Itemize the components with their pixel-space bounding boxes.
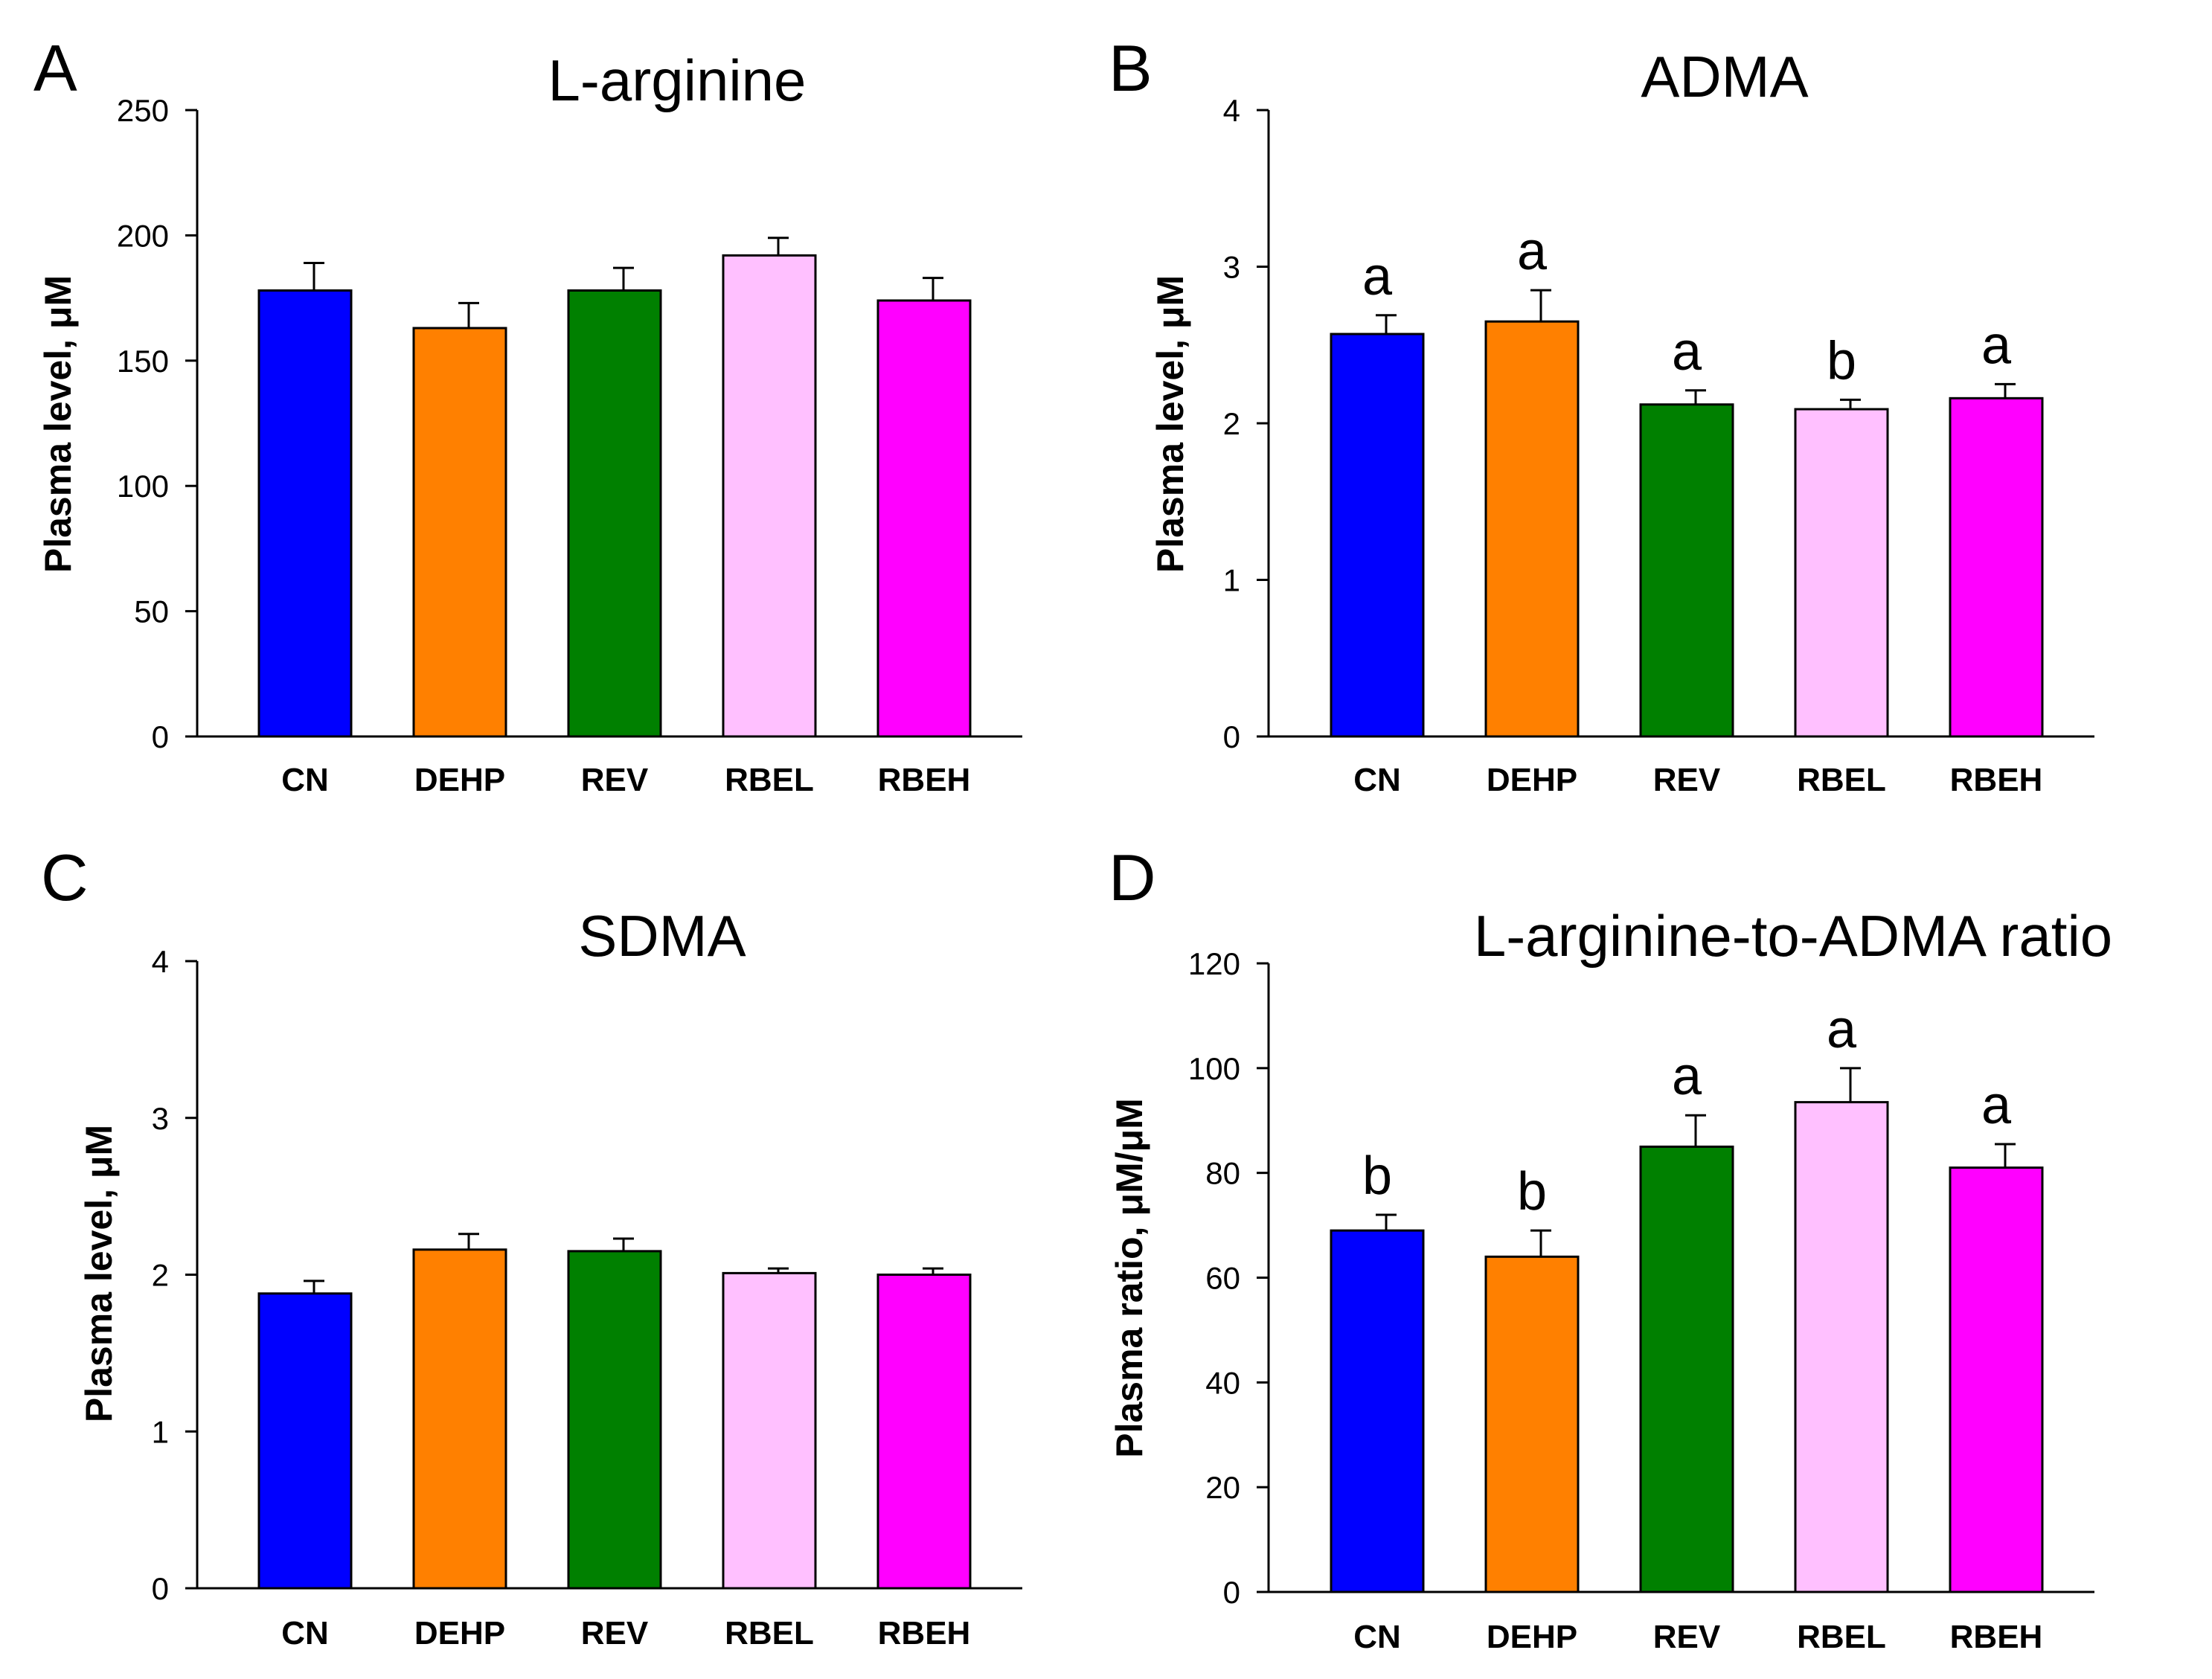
panel-a-ytick-label: 50 xyxy=(134,594,169,629)
panel-a-bar-rbeh xyxy=(876,299,972,738)
panel-c-ytick-label: 4 xyxy=(152,944,169,979)
panel-b-sig-label: a xyxy=(1517,222,1548,281)
panel-a-category-label: RBEH xyxy=(878,762,971,798)
panel-d-letter: D xyxy=(1109,841,1156,914)
panel-d-sig-label: a xyxy=(1981,1076,2012,1135)
panel-b-category-label: DEHP xyxy=(1487,762,1577,798)
panel-c-ytick-label: 1 xyxy=(152,1414,169,1449)
panel-b-bar-rbeh xyxy=(1949,397,2044,738)
panel-a-title: L-arginine xyxy=(548,48,807,113)
panel-d-title: L-arginine-to-ADMA ratio xyxy=(1474,903,2112,969)
panel-d-sig-label: a xyxy=(1827,1000,1857,1059)
panel-c-letter: C xyxy=(41,841,89,914)
panel-b: B ADMA Plasma level, μM 0 1 2 3 4 a CN a DEHP a REV b R… xyxy=(1109,31,2094,798)
panel-d-bar-rev xyxy=(1639,1145,1734,1593)
panel-c: C SDMA Plasma level, μM 0 1 2 3 4 CN DEHP REV RBEL R… xyxy=(41,841,1022,1651)
panel-b-bar-rev xyxy=(1639,403,1734,738)
panel-a-bar-dehp xyxy=(412,327,507,738)
panel-d-ytick-label: 40 xyxy=(1205,1365,1240,1400)
panel-c-ytick-label: 2 xyxy=(152,1258,169,1293)
panel-b-sig-label: a xyxy=(1672,322,1702,382)
panel-b-category-label: REV xyxy=(1653,762,1721,798)
panel-a-bar-cn xyxy=(257,289,353,738)
panel-c-bar-rev xyxy=(567,1250,662,1590)
panel-d-ytick-label: 60 xyxy=(1205,1261,1240,1296)
panel-a: A L-arginine Plasma level, μM 0 50 100 150 200 2… xyxy=(33,31,1022,798)
panel-a-ytick-label: 200 xyxy=(117,218,169,253)
panel-d-category-label: RBEH xyxy=(1950,1619,2043,1655)
panel-d-bar-dehp xyxy=(1484,1255,1580,1593)
panel-a-category-label: RBEL xyxy=(725,762,814,798)
panel-c-ylabel: Plasma level, μM xyxy=(78,1125,120,1422)
panel-b-category-label: RBEL xyxy=(1797,762,1886,798)
panel-c-category-label: CN xyxy=(281,1615,329,1651)
panel-b-sig-label: b xyxy=(1827,331,1856,391)
panel-b-ytick-label: 1 xyxy=(1223,563,1240,598)
panel-b-ylabel: Plasma level, μM xyxy=(1150,275,1191,573)
panel-c-bar-dehp xyxy=(412,1248,507,1590)
panel-d-ytick-label: 80 xyxy=(1205,1156,1240,1191)
panel-c-category-label: REV xyxy=(581,1615,649,1651)
panel-c-category-label: RBEH xyxy=(878,1615,971,1651)
panel-b-ytick-label: 2 xyxy=(1223,406,1240,441)
panel-d-sig-label: b xyxy=(1517,1162,1547,1221)
panel-d: D L-arginine-to-ADMA ratio Plasma ratio, μ… xyxy=(1109,841,2112,1655)
panel-a-letter: A xyxy=(33,31,77,105)
panel-c-category-label: DEHP xyxy=(414,1615,505,1651)
panel-d-ytick-label: 20 xyxy=(1205,1470,1240,1505)
panel-b-sig-label: a xyxy=(1362,247,1393,306)
panel-a-ytick-label: 100 xyxy=(117,469,169,504)
panel-b-bar-rbel xyxy=(1794,408,1889,738)
panel-d-bar-rbel xyxy=(1794,1101,1889,1593)
panel-a-ytick-label: 250 xyxy=(117,93,169,128)
panel-d-ylabel: Plasma ratio, μM/μM xyxy=(1109,1098,1150,1458)
panel-b-ytick-label: 3 xyxy=(1223,250,1240,285)
panel-d-sig-label: b xyxy=(1362,1146,1392,1206)
panel-d-ytick-label: 120 xyxy=(1188,946,1240,981)
panel-a-category-label: REV xyxy=(581,762,649,798)
panel-d-category-label: RBEL xyxy=(1797,1619,1886,1655)
panel-b-bar-dehp xyxy=(1484,320,1580,738)
panel-a-bar-rbel xyxy=(722,254,817,738)
panel-b-title: ADMA xyxy=(1641,44,1808,109)
panel-c-bar-rbeh xyxy=(876,1274,972,1590)
panel-b-category-label: CN xyxy=(1353,762,1401,798)
panel-a-ylabel: Plasma level, μM xyxy=(37,275,79,573)
panel-a-ytick-label: 150 xyxy=(117,344,169,379)
panel-c-bar-cn xyxy=(257,1292,353,1590)
panel-a-category-label: CN xyxy=(281,762,329,798)
panel-a-bar-rev xyxy=(567,289,662,738)
panel-d-bar-cn xyxy=(1330,1229,1425,1593)
panel-c-ytick-label: 0 xyxy=(152,1571,169,1606)
panel-c-bar-rbel xyxy=(722,1271,817,1590)
panel-d-sig-label: a xyxy=(1672,1047,1702,1106)
panel-a-ytick-label: 0 xyxy=(152,719,169,754)
panel-d-category-label: REV xyxy=(1653,1619,1721,1655)
panel-b-sig-label: a xyxy=(1981,315,2012,375)
panel-d-category-label: CN xyxy=(1353,1619,1401,1655)
panel-d-ytick-label: 100 xyxy=(1188,1051,1240,1086)
panel-b-category-label: RBEH xyxy=(1950,762,2043,798)
panel-d-category-label: DEHP xyxy=(1487,1619,1577,1655)
panel-d-bar-rbeh xyxy=(1949,1166,2044,1593)
panel-b-ytick-label: 0 xyxy=(1223,719,1240,754)
panel-c-category-label: RBEL xyxy=(725,1615,814,1651)
panel-b-ytick-label: 4 xyxy=(1223,93,1240,128)
panel-b-letter: B xyxy=(1109,31,1153,105)
panel-c-title: SDMA xyxy=(578,903,746,969)
panel-c-ytick-label: 3 xyxy=(152,1101,169,1136)
panel-a-category-label: DEHP xyxy=(414,762,505,798)
panel-d-ytick-label: 0 xyxy=(1223,1575,1240,1610)
panel-b-bar-cn xyxy=(1330,333,1425,738)
